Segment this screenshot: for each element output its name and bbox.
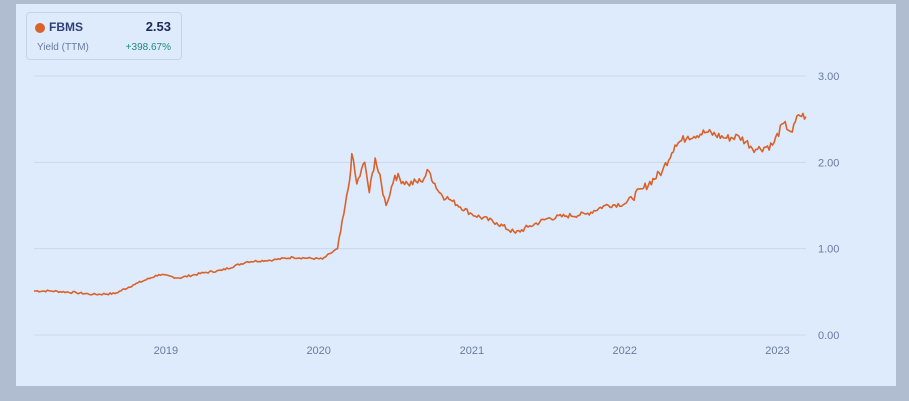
grid-layer <box>34 75 806 336</box>
x-tick-label: 2022 <box>612 345 636 357</box>
x-tick-label: 2023 <box>765 345 789 357</box>
line-chart[interactable]: 0.00 1.00 2.00 3.00 2019 2020 2021 2022 2023 <box>16 4 896 386</box>
x-tick-label: 2019 <box>154 345 178 357</box>
series-layer <box>34 112 807 296</box>
y-tick-label: 3.00 <box>818 71 839 83</box>
y-tick-label: 2.00 <box>818 157 839 169</box>
legend-metric: Yield (TTM) <box>37 42 89 53</box>
y-tick-label: 1.00 <box>818 244 839 256</box>
legend-change: +398.67% <box>125 42 171 53</box>
y-tick-label: 0.00 <box>818 330 839 342</box>
series-line-fbms[interactable] <box>34 112 807 296</box>
legend-ticker: FBMS <box>49 20 83 34</box>
x-axis: 2019 2020 2021 2022 2023 <box>154 345 790 357</box>
legend-value: 2.53 <box>145 19 171 34</box>
series-dot-icon <box>35 23 45 33</box>
chart-frame: FBMS 2.53 Yield (TTM) +398.67% 0.00 1.00 2… <box>16 4 896 386</box>
legend-box: FBMS 2.53 Yield (TTM) +398.67% <box>26 12 182 60</box>
x-tick-label: 2020 <box>306 345 330 357</box>
y-axis: 0.00 1.00 2.00 3.00 <box>818 71 839 342</box>
x-tick-label: 2021 <box>460 345 484 357</box>
